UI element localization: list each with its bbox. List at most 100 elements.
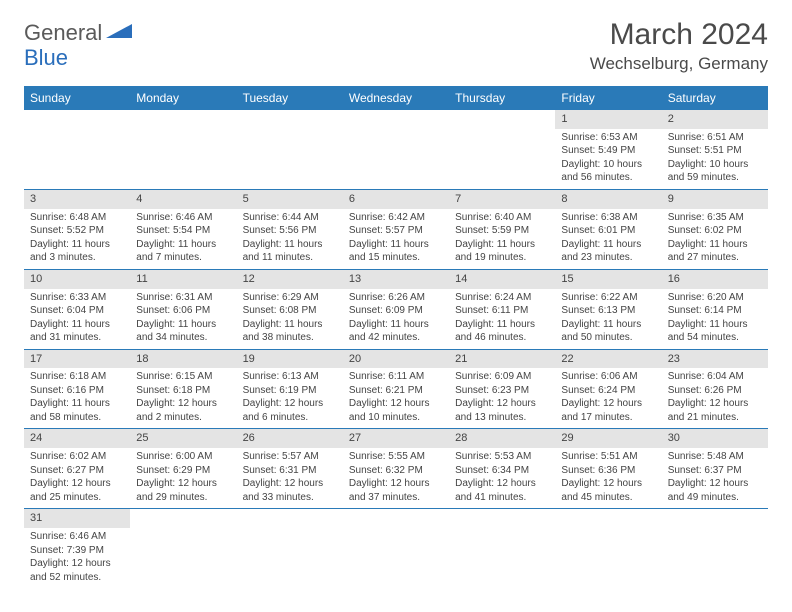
- calendar-cell: 6Sunrise: 6:42 AMSunset: 5:57 PMDaylight…: [343, 189, 449, 269]
- calendar-cell: 21Sunrise: 6:09 AMSunset: 6:23 PMDayligh…: [449, 349, 555, 429]
- day-content: Sunrise: 6:02 AMSunset: 6:27 PMDaylight:…: [24, 448, 130, 508]
- day-content: Sunrise: 5:48 AMSunset: 6:37 PMDaylight:…: [662, 448, 768, 508]
- calendar-cell: [343, 110, 449, 189]
- day-content: Sunrise: 5:53 AMSunset: 6:34 PMDaylight:…: [449, 448, 555, 508]
- calendar-cell: [662, 509, 768, 588]
- calendar-cell: 1Sunrise: 6:53 AMSunset: 5:49 PMDaylight…: [555, 110, 661, 189]
- day-content: Sunrise: 6:31 AMSunset: 6:06 PMDaylight:…: [130, 289, 236, 349]
- day-number: 9: [662, 190, 768, 209]
- day-number: 2: [662, 110, 768, 129]
- day-number: 14: [449, 270, 555, 289]
- calendar-cell: 17Sunrise: 6:18 AMSunset: 6:16 PMDayligh…: [24, 349, 130, 429]
- day-content: Sunrise: 6:20 AMSunset: 6:14 PMDaylight:…: [662, 289, 768, 349]
- day-content: Sunrise: 6:51 AMSunset: 5:51 PMDaylight:…: [662, 129, 768, 189]
- logo-part1: General: [24, 20, 102, 46]
- day-content: Sunrise: 6:40 AMSunset: 5:59 PMDaylight:…: [449, 209, 555, 269]
- calendar-cell: 31Sunrise: 6:46 AMSunset: 7:39 PMDayligh…: [24, 509, 130, 588]
- location-label: Wechselburg, Germany: [590, 54, 768, 74]
- day-number: 19: [237, 350, 343, 369]
- day-content: Sunrise: 6:42 AMSunset: 5:57 PMDaylight:…: [343, 209, 449, 269]
- day-content: Sunrise: 6:53 AMSunset: 5:49 PMDaylight:…: [555, 129, 661, 189]
- day-content: Sunrise: 6:44 AMSunset: 5:56 PMDaylight:…: [237, 209, 343, 269]
- day-content: Sunrise: 6:24 AMSunset: 6:11 PMDaylight:…: [449, 289, 555, 349]
- weekday-header: Friday: [555, 86, 661, 110]
- weekday-header: Saturday: [662, 86, 768, 110]
- calendar-cell: 16Sunrise: 6:20 AMSunset: 6:14 PMDayligh…: [662, 269, 768, 349]
- day-number: 17: [24, 350, 130, 369]
- calendar-cell: [24, 110, 130, 189]
- calendar-cell: [449, 110, 555, 189]
- day-content: Sunrise: 6:18 AMSunset: 6:16 PMDaylight:…: [24, 368, 130, 428]
- calendar-cell: [555, 509, 661, 588]
- day-number: 10: [24, 270, 130, 289]
- calendar-cell: [343, 509, 449, 588]
- weekday-header: Monday: [130, 86, 236, 110]
- calendar-cell: 11Sunrise: 6:31 AMSunset: 6:06 PMDayligh…: [130, 269, 236, 349]
- day-number: 28: [449, 429, 555, 448]
- day-content: Sunrise: 6:46 AMSunset: 5:54 PMDaylight:…: [130, 209, 236, 269]
- day-number: 5: [237, 190, 343, 209]
- calendar-cell: 8Sunrise: 6:38 AMSunset: 6:01 PMDaylight…: [555, 189, 661, 269]
- day-number: 4: [130, 190, 236, 209]
- title-block: March 2024 Wechselburg, Germany: [590, 20, 768, 74]
- calendar-cell: 3Sunrise: 6:48 AMSunset: 5:52 PMDaylight…: [24, 189, 130, 269]
- calendar-cell: [449, 509, 555, 588]
- calendar-cell: 7Sunrise: 6:40 AMSunset: 5:59 PMDaylight…: [449, 189, 555, 269]
- day-content: Sunrise: 6:29 AMSunset: 6:08 PMDaylight:…: [237, 289, 343, 349]
- calendar-cell: [130, 110, 236, 189]
- calendar-cell: 25Sunrise: 6:00 AMSunset: 6:29 PMDayligh…: [130, 429, 236, 509]
- calendar-body: 1Sunrise: 6:53 AMSunset: 5:49 PMDaylight…: [24, 110, 768, 588]
- header: General March 2024 Wechselburg, Germany: [24, 20, 768, 74]
- calendar-cell: 18Sunrise: 6:15 AMSunset: 6:18 PMDayligh…: [130, 349, 236, 429]
- day-content: Sunrise: 6:13 AMSunset: 6:19 PMDaylight:…: [237, 368, 343, 428]
- calendar-cell: 26Sunrise: 5:57 AMSunset: 6:31 PMDayligh…: [237, 429, 343, 509]
- day-content: Sunrise: 6:26 AMSunset: 6:09 PMDaylight:…: [343, 289, 449, 349]
- day-content: Sunrise: 6:38 AMSunset: 6:01 PMDaylight:…: [555, 209, 661, 269]
- calendar-cell: 2Sunrise: 6:51 AMSunset: 5:51 PMDaylight…: [662, 110, 768, 189]
- month-title: March 2024: [590, 20, 768, 50]
- day-number: 23: [662, 350, 768, 369]
- day-number: 20: [343, 350, 449, 369]
- calendar-cell: [237, 509, 343, 588]
- weekday-header: Wednesday: [343, 86, 449, 110]
- calendar-cell: [237, 110, 343, 189]
- day-number: 31: [24, 509, 130, 528]
- day-content: Sunrise: 6:33 AMSunset: 6:04 PMDaylight:…: [24, 289, 130, 349]
- day-number: 25: [130, 429, 236, 448]
- day-content: Sunrise: 5:57 AMSunset: 6:31 PMDaylight:…: [237, 448, 343, 508]
- day-number: 21: [449, 350, 555, 369]
- logo-triangle-icon: [106, 21, 132, 39]
- day-content: Sunrise: 6:35 AMSunset: 6:02 PMDaylight:…: [662, 209, 768, 269]
- day-content: Sunrise: 5:55 AMSunset: 6:32 PMDaylight:…: [343, 448, 449, 508]
- calendar-cell: 23Sunrise: 6:04 AMSunset: 6:26 PMDayligh…: [662, 349, 768, 429]
- day-number: 7: [449, 190, 555, 209]
- day-content: Sunrise: 6:06 AMSunset: 6:24 PMDaylight:…: [555, 368, 661, 428]
- day-number: 18: [130, 350, 236, 369]
- calendar-cell: 4Sunrise: 6:46 AMSunset: 5:54 PMDaylight…: [130, 189, 236, 269]
- day-number: 8: [555, 190, 661, 209]
- day-content: Sunrise: 6:11 AMSunset: 6:21 PMDaylight:…: [343, 368, 449, 428]
- calendar-cell: 22Sunrise: 6:06 AMSunset: 6:24 PMDayligh…: [555, 349, 661, 429]
- day-content: Sunrise: 6:46 AMSunset: 7:39 PMDaylight:…: [24, 528, 130, 588]
- day-number: 12: [237, 270, 343, 289]
- day-number: 1: [555, 110, 661, 129]
- day-content: Sunrise: 6:15 AMSunset: 6:18 PMDaylight:…: [130, 368, 236, 428]
- day-number: 27: [343, 429, 449, 448]
- logo: General: [24, 20, 132, 46]
- day-number: 3: [24, 190, 130, 209]
- calendar-cell: 28Sunrise: 5:53 AMSunset: 6:34 PMDayligh…: [449, 429, 555, 509]
- weekday-header: Sunday: [24, 86, 130, 110]
- weekday-header: Thursday: [449, 86, 555, 110]
- calendar-header-row: SundayMondayTuesdayWednesdayThursdayFrid…: [24, 86, 768, 110]
- calendar-cell: 27Sunrise: 5:55 AMSunset: 6:32 PMDayligh…: [343, 429, 449, 509]
- day-number: 24: [24, 429, 130, 448]
- calendar-cell: 13Sunrise: 6:26 AMSunset: 6:09 PMDayligh…: [343, 269, 449, 349]
- day-number: 29: [555, 429, 661, 448]
- calendar-cell: 14Sunrise: 6:24 AMSunset: 6:11 PMDayligh…: [449, 269, 555, 349]
- calendar-cell: [130, 509, 236, 588]
- day-number: 16: [662, 270, 768, 289]
- day-content: Sunrise: 6:48 AMSunset: 5:52 PMDaylight:…: [24, 209, 130, 269]
- day-content: Sunrise: 6:04 AMSunset: 6:26 PMDaylight:…: [662, 368, 768, 428]
- calendar-cell: 24Sunrise: 6:02 AMSunset: 6:27 PMDayligh…: [24, 429, 130, 509]
- logo-part2: Blue: [24, 45, 68, 71]
